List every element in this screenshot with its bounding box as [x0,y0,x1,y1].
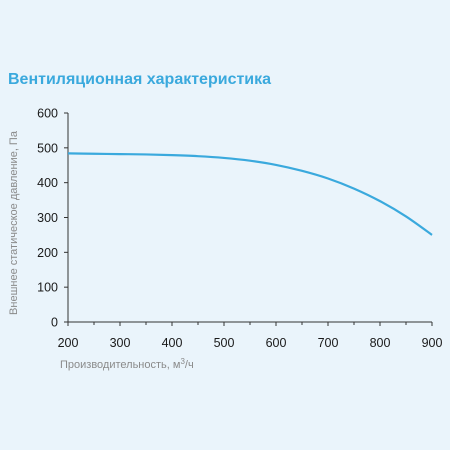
x-tick-label: 500 [214,336,235,350]
x-axis-title: Производительность, м3/ч [60,357,194,372]
y-tick-label: 100 [37,281,58,295]
axes [67,113,432,323]
x-axis-title-suffix: /ч [185,359,194,371]
series-group [67,152,433,236]
y-tick-label: 600 [37,107,58,121]
x-tick-label: 400 [162,336,183,350]
y-tick-label: 500 [37,141,58,155]
y-tick-label: 0 [51,316,58,330]
y-tick-label: 400 [37,176,58,190]
series-line [67,152,433,236]
x-tick-label: 800 [370,336,391,350]
y-axis-title: Внешнее статическое давление, Па [8,130,20,315]
x-tick-label: 300 [110,336,131,350]
ticks: 0 100 200 300 400 500 600 200 300 400 500 600 700 800… [37,107,442,351]
x-tick-label: 600 [266,336,287,350]
x-axis-title-main: Производительность, м [60,359,180,371]
x-tick-label: 200 [58,336,79,350]
y-tick-label: 300 [37,211,58,225]
x-tick-label: 900 [422,336,443,350]
y-tick-label: 200 [37,246,58,260]
x-axis-title-sup: 3 [180,357,185,366]
x-tick-label: 700 [318,336,339,350]
chart-title: Вентиляционная характеристика [8,71,272,88]
